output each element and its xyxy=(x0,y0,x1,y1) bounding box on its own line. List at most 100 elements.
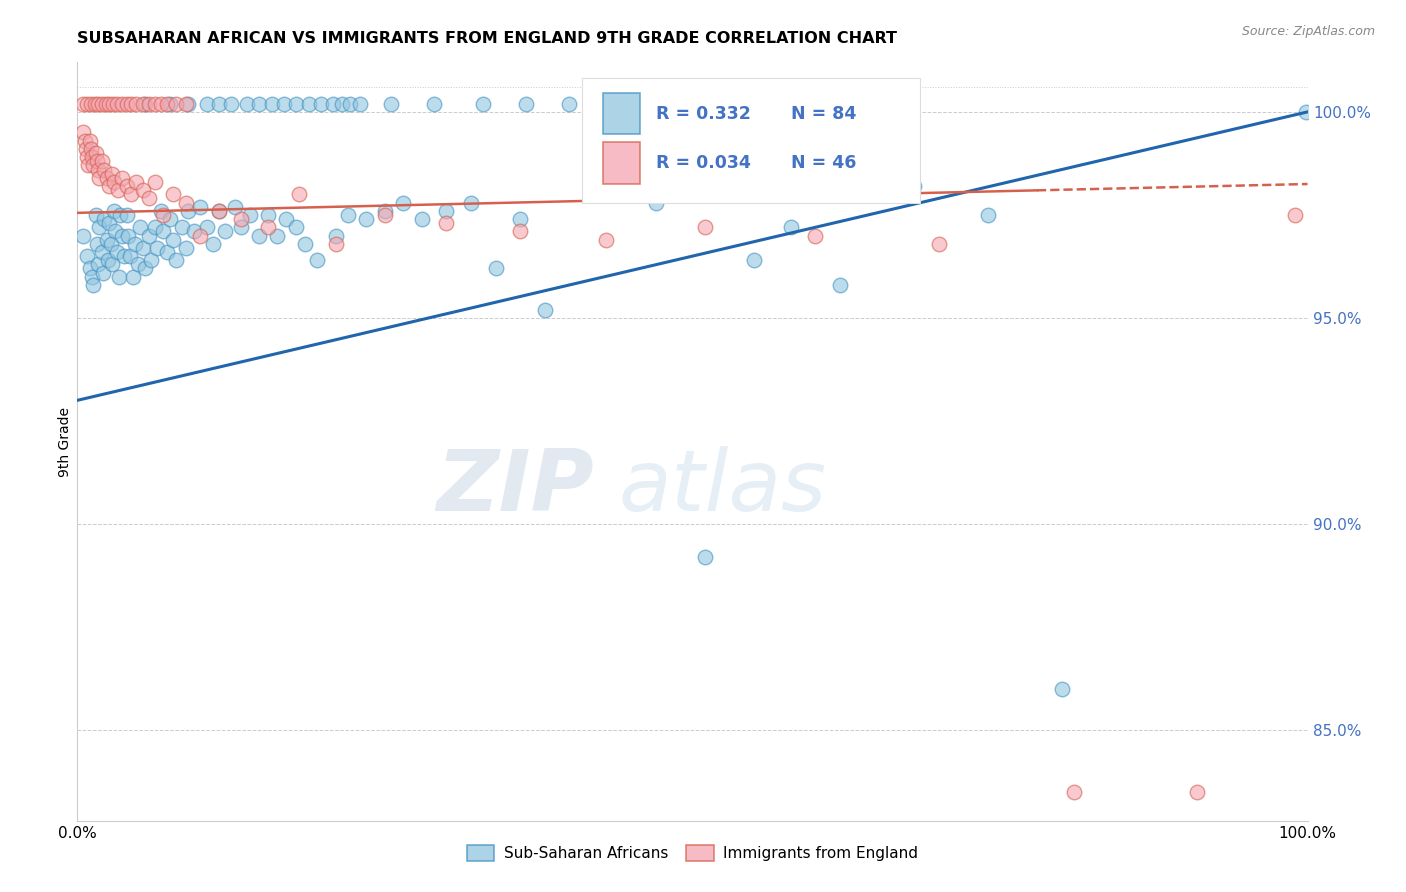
Point xyxy=(195,96,218,111)
Point xyxy=(693,549,716,564)
Point xyxy=(595,96,617,111)
Point xyxy=(112,249,135,263)
Point xyxy=(174,96,197,111)
Point xyxy=(79,261,101,276)
Point xyxy=(229,212,252,227)
Point xyxy=(152,208,174,222)
Point xyxy=(224,200,246,214)
Point xyxy=(120,249,142,263)
Point xyxy=(257,220,280,235)
Text: R = 0.034: R = 0.034 xyxy=(655,154,751,172)
Point xyxy=(195,220,218,235)
Point xyxy=(229,220,252,235)
Point xyxy=(162,233,184,247)
Point xyxy=(392,195,415,210)
Point xyxy=(121,269,143,284)
Point xyxy=(146,241,169,255)
Point xyxy=(124,236,146,251)
Point xyxy=(188,200,212,214)
Point xyxy=(111,96,132,111)
Point xyxy=(201,236,224,251)
Point xyxy=(534,302,557,317)
Point xyxy=(103,203,125,218)
Point xyxy=(121,96,143,111)
Point xyxy=(76,249,98,263)
Point xyxy=(138,96,160,111)
Point xyxy=(174,195,197,210)
Point xyxy=(485,261,508,276)
Point xyxy=(1185,785,1208,799)
Point xyxy=(80,142,103,156)
Point xyxy=(82,269,104,284)
Point xyxy=(188,228,212,243)
Point xyxy=(129,220,152,235)
Y-axis label: 9th Grade: 9th Grade xyxy=(58,407,72,476)
Point xyxy=(374,208,396,222)
Text: Source: ZipAtlas.com: Source: ZipAtlas.com xyxy=(1241,25,1375,38)
Point xyxy=(288,187,311,202)
Point xyxy=(96,170,118,185)
Point xyxy=(96,233,118,247)
Point xyxy=(162,187,184,202)
Point xyxy=(134,96,156,111)
Point xyxy=(89,170,111,185)
Point xyxy=(156,245,179,260)
Point xyxy=(830,277,852,292)
Point xyxy=(72,126,94,140)
Point xyxy=(165,96,187,111)
Point xyxy=(183,224,205,238)
Point xyxy=(977,208,1000,222)
Point xyxy=(249,96,271,111)
Point xyxy=(86,236,108,251)
Point xyxy=(208,203,231,218)
Point xyxy=(103,175,125,189)
Point xyxy=(928,236,950,251)
Point xyxy=(93,162,115,177)
Point xyxy=(159,212,181,227)
Point xyxy=(115,208,138,222)
Point xyxy=(411,212,433,227)
Point xyxy=(1284,208,1306,222)
Point xyxy=(294,236,316,251)
Point xyxy=(75,142,97,156)
Point xyxy=(84,208,107,222)
Point xyxy=(104,224,127,238)
Point xyxy=(607,170,630,185)
Point xyxy=(903,179,925,194)
Point xyxy=(117,228,139,243)
Point xyxy=(86,154,108,169)
Text: SUBSAHARAN AFRICAN VS IMMIGRANTS FROM ENGLAND 9TH GRADE CORRELATION CHART: SUBSAHARAN AFRICAN VS IMMIGRANTS FROM EN… xyxy=(77,31,897,46)
Point xyxy=(339,96,361,111)
Point xyxy=(693,220,716,235)
Point xyxy=(742,253,765,268)
Point xyxy=(72,228,94,243)
Point xyxy=(423,96,446,111)
Point xyxy=(82,158,104,172)
Legend: Sub-Saharan Africans, Immigrants from England: Sub-Saharan Africans, Immigrants from En… xyxy=(461,839,924,868)
Point xyxy=(150,203,173,218)
Point xyxy=(91,266,114,280)
Point xyxy=(460,195,482,210)
Point xyxy=(143,96,166,111)
Point xyxy=(143,220,166,235)
Point xyxy=(98,96,121,111)
Point xyxy=(1295,104,1317,119)
Point xyxy=(266,228,288,243)
Point xyxy=(115,179,138,194)
Point xyxy=(76,96,98,111)
Point xyxy=(134,261,156,276)
Point xyxy=(76,150,98,164)
Point xyxy=(208,96,231,111)
Point xyxy=(595,233,617,247)
Point xyxy=(156,96,179,111)
Point xyxy=(260,96,283,111)
Point xyxy=(285,220,308,235)
Point xyxy=(558,96,581,111)
Point xyxy=(131,241,153,255)
Point xyxy=(325,228,347,243)
Point xyxy=(141,253,163,268)
Point xyxy=(583,187,606,202)
Point xyxy=(82,150,104,164)
Point xyxy=(165,253,187,268)
Point xyxy=(111,170,132,185)
